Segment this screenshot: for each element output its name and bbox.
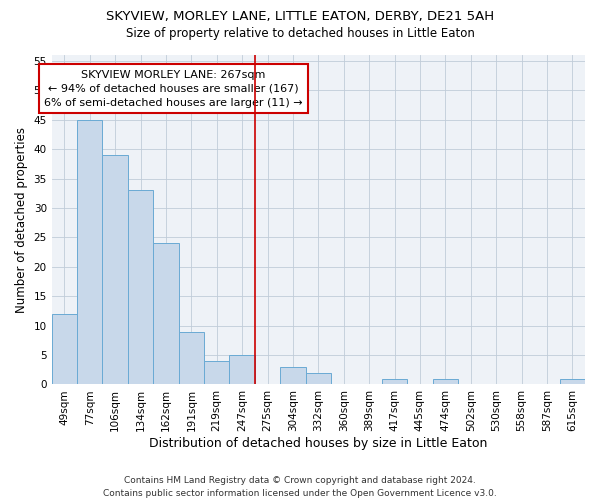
Text: SKYVIEW MORLEY LANE: 267sqm
← 94% of detached houses are smaller (167)
6% of sem: SKYVIEW MORLEY LANE: 267sqm ← 94% of det… [44, 70, 303, 108]
Bar [204, 361, 229, 384]
Bar [433, 378, 458, 384]
Y-axis label: Number of detached properties: Number of detached properties [15, 126, 28, 312]
Bar [305, 372, 331, 384]
Text: Contains HM Land Registry data © Crown copyright and database right 2024.
Contai: Contains HM Land Registry data © Crown c… [103, 476, 497, 498]
Bar [229, 355, 255, 384]
Bar [179, 332, 204, 384]
Text: Size of property relative to detached houses in Little Eaton: Size of property relative to detached ho… [125, 28, 475, 40]
Bar [103, 155, 128, 384]
Bar [382, 378, 407, 384]
Bar [560, 378, 585, 384]
X-axis label: Distribution of detached houses by size in Little Eaton: Distribution of detached houses by size … [149, 437, 488, 450]
Bar [153, 244, 179, 384]
Bar [52, 314, 77, 384]
Text: SKYVIEW, MORLEY LANE, LITTLE EATON, DERBY, DE21 5AH: SKYVIEW, MORLEY LANE, LITTLE EATON, DERB… [106, 10, 494, 23]
Bar [280, 367, 305, 384]
Bar [77, 120, 103, 384]
Bar [128, 190, 153, 384]
